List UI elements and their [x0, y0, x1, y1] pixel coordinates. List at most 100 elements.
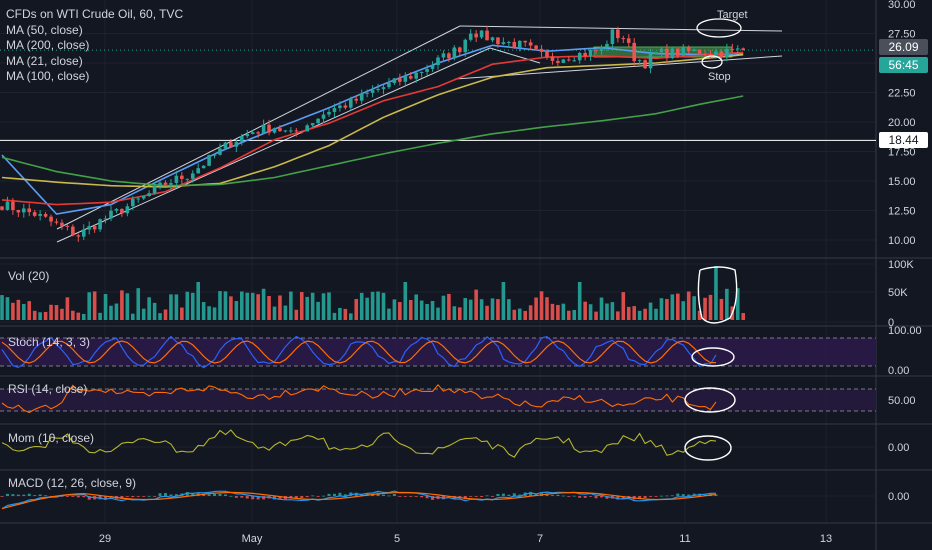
- candle-body: [697, 49, 702, 54]
- volume-bar: [163, 309, 168, 320]
- macd-histogram-bar: [256, 496, 260, 500]
- volume-bar: [577, 282, 582, 320]
- volume-bar: [92, 291, 97, 320]
- candle-body: [141, 195, 146, 199]
- macd-pane-label: MACD (12, 26, close, 9): [8, 476, 137, 490]
- volume-bar: [169, 294, 173, 320]
- candle-body: [354, 98, 359, 101]
- macd-histogram-bar: [27, 493, 31, 496]
- volume-bar: [452, 306, 457, 320]
- macd-histogram-bar: [234, 496, 238, 498]
- macd-histogram-bar: [714, 494, 718, 496]
- candle-body: [550, 56, 555, 61]
- macd-histogram-bar: [343, 494, 347, 496]
- macd-histogram-bar: [82, 496, 86, 498]
- candle-body: [447, 53, 451, 59]
- macd-histogram-bar: [213, 493, 217, 496]
- candle-body: [359, 93, 364, 101]
- macd-histogram-bar: [589, 496, 593, 497]
- candle-body: [109, 210, 113, 219]
- volume-bar: [501, 282, 506, 320]
- candle-body: [523, 40, 527, 43]
- volume-bar: [381, 292, 386, 320]
- macd-histogram-bar: [621, 496, 625, 499]
- price-tick-label: 12.50: [888, 206, 916, 218]
- volume-bar: [359, 292, 364, 320]
- candle-body: [349, 98, 353, 108]
- volume-bar: [572, 309, 577, 320]
- volume-bar: [267, 296, 271, 320]
- candle-body: [250, 132, 255, 135]
- stoch-k-line: [1, 335, 717, 369]
- macd-histogram-bar: [311, 495, 315, 497]
- candle-body: [60, 222, 64, 226]
- macd-histogram-bar: [572, 495, 576, 497]
- macd-histogram-bar: [681, 494, 685, 496]
- volume-bar: [447, 293, 451, 320]
- channel-lower-line: [56, 47, 491, 243]
- volume-bar: [556, 304, 560, 320]
- candle-body: [648, 53, 653, 69]
- candle-body: [501, 42, 506, 45]
- macd-signal-line: [1, 491, 717, 510]
- price-tick-label: 10.00: [888, 235, 916, 247]
- volume-bar: [120, 290, 124, 320]
- countdown-tag: 56:45: [879, 57, 928, 73]
- volume-bar: [299, 292, 304, 320]
- volume-bar: [468, 299, 473, 320]
- volume-bar: [534, 297, 538, 320]
- candle-body: [5, 201, 10, 210]
- volume-bar: [343, 308, 348, 320]
- candle-body: [180, 175, 184, 179]
- volume-bar: [665, 298, 669, 320]
- candle-body: [370, 89, 375, 93]
- stoch-axis-top: 100.00: [888, 325, 922, 337]
- candle-body: [76, 235, 81, 237]
- volume-bar: [60, 308, 64, 320]
- volume-bar: [528, 305, 533, 320]
- macd-histogram-bar: [420, 496, 424, 498]
- volume-bar: [338, 307, 342, 320]
- candle-body: [299, 131, 304, 133]
- volume-bar: [131, 313, 135, 320]
- macd-histogram-bar: [665, 495, 669, 497]
- macd-histogram-bar: [76, 496, 80, 498]
- volume-bar: [201, 302, 206, 320]
- vol-axis-label: 100K: [888, 259, 914, 271]
- candle-body: [556, 60, 560, 63]
- macd-histogram-bar: [207, 494, 211, 496]
- candle-body: [152, 186, 157, 194]
- candle-body: [539, 48, 544, 52]
- macd-histogram-bar: [676, 493, 680, 496]
- candle-body: [283, 130, 288, 132]
- rsi-axis-label: 50.00: [888, 395, 916, 407]
- volume-bar: [539, 291, 544, 320]
- macd-histogram-bar: [332, 493, 336, 496]
- macd-histogram-bar: [153, 496, 157, 497]
- candle-body: [425, 68, 429, 72]
- macd-histogram-bar: [649, 496, 653, 497]
- volume-bar: [185, 291, 190, 320]
- macd-histogram-bar: [38, 494, 42, 496]
- time-axis-label: 5: [394, 533, 400, 545]
- candle-body: [686, 47, 691, 52]
- volume-bar: [49, 304, 53, 320]
- candle-body: [626, 38, 631, 43]
- volume-bar: [654, 308, 658, 320]
- macd-histogram-bar: [174, 494, 178, 496]
- macd-histogram-bar: [251, 496, 255, 500]
- time-axis-label: 13: [820, 533, 832, 545]
- macd-histogram-bar: [485, 495, 489, 497]
- candle-body: [327, 111, 331, 115]
- candle-body: [27, 208, 32, 213]
- macd-histogram-bar: [616, 496, 620, 500]
- volume-bar: [697, 310, 702, 320]
- candle-body: [174, 175, 179, 184]
- volume-bar: [659, 298, 664, 320]
- volume-bar: [332, 312, 337, 320]
- candle-body: [430, 65, 435, 69]
- macd-histogram-bar: [71, 496, 75, 497]
- macd-histogram-bar: [643, 496, 647, 499]
- stoch-d-line: [1, 340, 716, 364]
